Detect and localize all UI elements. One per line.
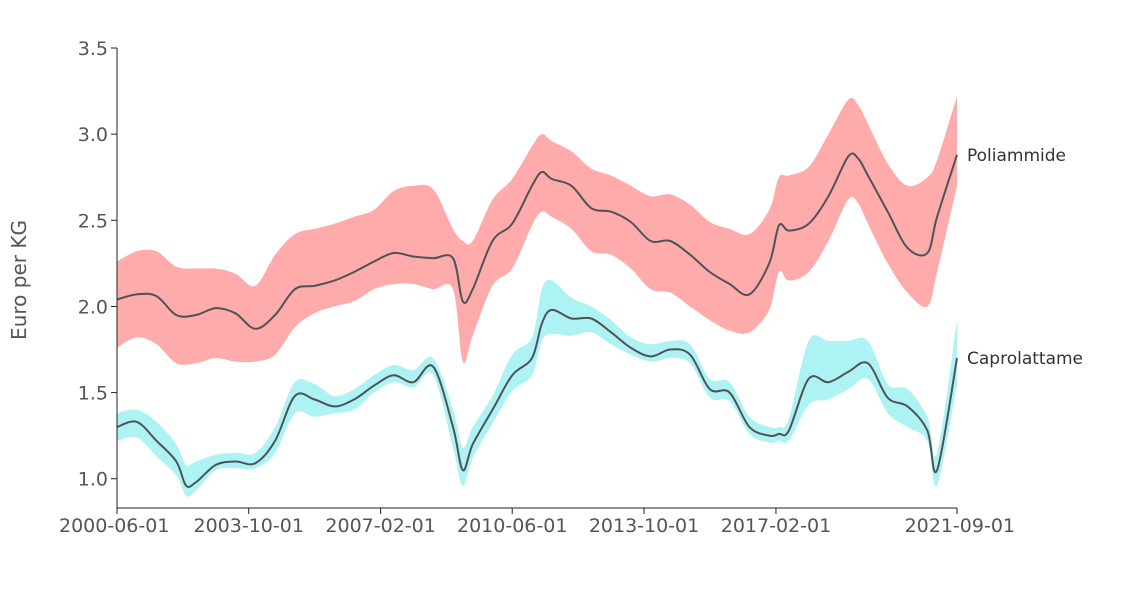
y-tick-label: 2.5 <box>78 210 108 232</box>
x-tick-label: 2003-10-01 <box>193 515 303 537</box>
x-tick-label: 2000-06-01 <box>59 515 169 537</box>
x-tick-label: 2021-09-01 <box>905 515 1015 537</box>
poliammide-line <box>116 152 958 330</box>
y-tick-label: 2.0 <box>78 296 108 318</box>
caprolattame-line <box>116 308 958 488</box>
caprolattame-label: Caprolattame <box>967 349 1083 369</box>
y-axis-title: Euro per KG <box>7 220 31 340</box>
x-tick-label: 2013-10-01 <box>589 515 699 537</box>
axes <box>116 48 957 509</box>
y-tick-label: 3.0 <box>78 124 108 146</box>
y-ticks: 1.0 1.5 2.0 2.5 3.0 3.5 <box>78 38 117 491</box>
y-tick-label: 3.5 <box>78 38 108 60</box>
median-lines <box>116 152 958 488</box>
x-tick-label: 2010-06-01 <box>457 515 567 537</box>
x-tick-label: 2017-02-01 <box>721 515 831 537</box>
x-tick-label: 2007-02-01 <box>325 515 435 537</box>
caprolattame-band <box>117 279 957 497</box>
y-tick-label: 1.0 <box>78 469 108 491</box>
uncertainty-bands <box>117 96 957 497</box>
series-labels: Poliammide Caprolattame <box>967 146 1083 369</box>
y-tick-label: 1.5 <box>78 383 108 405</box>
poliammide-label: Poliammide <box>967 146 1066 166</box>
poliammide-band <box>117 96 957 365</box>
x-ticks: 2000-06-01 2003-10-01 2007-02-01 2010-06-01… <box>59 508 1015 537</box>
